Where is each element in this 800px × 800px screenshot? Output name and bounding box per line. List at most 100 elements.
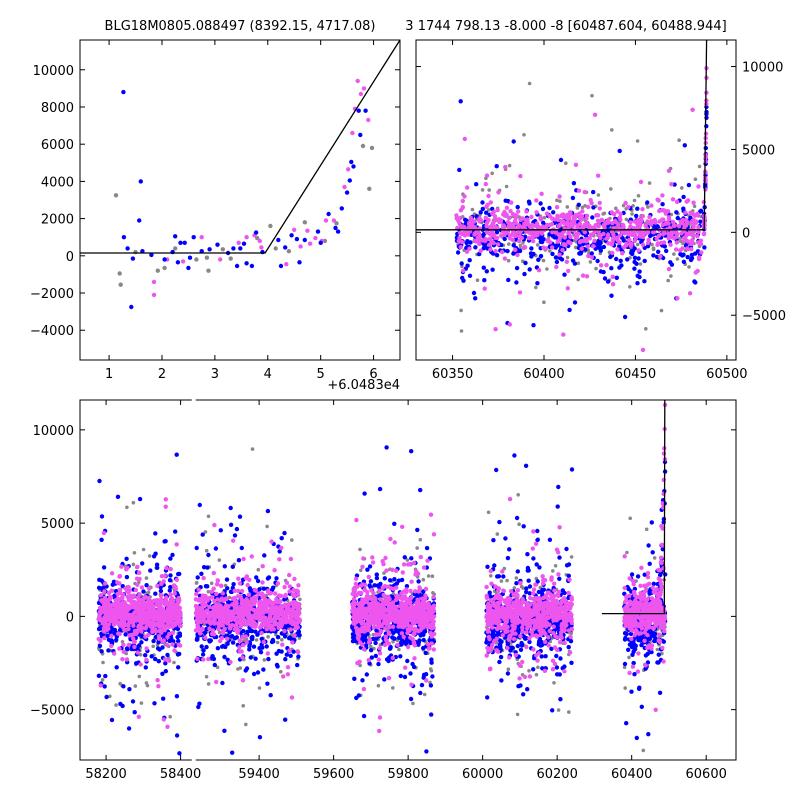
data-point — [586, 204, 591, 210]
data-point — [365, 567, 370, 572]
data-point — [520, 224, 526, 229]
data-point — [637, 269, 642, 274]
data-point — [228, 589, 234, 594]
data-point — [164, 595, 169, 600]
data-point — [265, 681, 270, 686]
data-point — [534, 210, 539, 215]
data-point — [609, 293, 614, 298]
data-point — [108, 608, 113, 613]
data-point — [492, 214, 498, 219]
data-point — [468, 240, 473, 245]
data-point — [409, 556, 414, 561]
data-point — [201, 648, 206, 653]
data-point — [254, 575, 259, 580]
data-point — [644, 327, 648, 331]
data-point — [331, 218, 337, 223]
data-point — [430, 574, 435, 578]
x-tick-label: 60500 — [706, 367, 747, 382]
data-point — [252, 612, 258, 618]
data-point — [115, 596, 121, 601]
data-point — [163, 504, 168, 509]
data-point — [206, 682, 211, 686]
data-point — [138, 662, 143, 667]
data-point — [244, 722, 248, 727]
data-point — [96, 636, 101, 642]
data-point — [483, 238, 488, 244]
data-point — [120, 625, 126, 630]
data-point — [554, 259, 560, 265]
data-point — [221, 643, 226, 649]
data-point — [173, 606, 178, 611]
data-point — [217, 630, 222, 635]
data-point — [548, 240, 553, 245]
data-point — [631, 230, 637, 236]
data-point — [617, 215, 623, 220]
data-point — [104, 598, 110, 603]
data-point — [228, 505, 233, 511]
data-point — [356, 108, 361, 113]
data-point — [535, 243, 540, 247]
data-point — [480, 200, 485, 205]
data-point — [645, 200, 650, 205]
data-point — [159, 574, 165, 579]
data-point — [156, 640, 161, 645]
data-point — [244, 640, 249, 645]
data-point — [503, 164, 508, 170]
data-point — [224, 577, 230, 582]
data-point — [273, 246, 278, 251]
data-point — [685, 254, 690, 260]
data-point — [596, 173, 601, 178]
data-point — [274, 576, 279, 581]
data-point — [392, 577, 397, 582]
data-point — [230, 610, 235, 615]
data-point — [194, 545, 199, 551]
data-point — [203, 602, 208, 608]
data-point — [120, 657, 125, 662]
data-point — [568, 240, 573, 246]
data-point — [495, 207, 500, 213]
data-point — [240, 655, 245, 660]
data-point — [307, 241, 313, 246]
data-point — [461, 278, 466, 283]
data-point — [215, 621, 220, 626]
data-point — [245, 582, 250, 588]
data-point — [689, 247, 694, 252]
data-point — [701, 232, 707, 237]
data-point — [695, 249, 701, 254]
data-point — [292, 619, 297, 625]
data-point — [609, 242, 615, 247]
data-point — [471, 290, 477, 296]
data-point — [458, 208, 464, 213]
data-point — [130, 699, 136, 704]
data-point — [678, 248, 683, 253]
data-point — [106, 622, 111, 627]
data-point — [165, 634, 170, 640]
data-point — [491, 232, 496, 237]
data-point — [655, 197, 660, 202]
data-point — [561, 212, 566, 217]
data-point — [508, 209, 513, 214]
data-point — [661, 217, 666, 222]
data-point — [571, 181, 577, 186]
data-point — [186, 265, 191, 271]
data-point — [390, 635, 395, 640]
data-point — [608, 254, 613, 260]
data-point — [174, 609, 179, 615]
x-tick-label: 6 — [369, 367, 377, 382]
data-point — [660, 193, 665, 198]
data-point — [411, 701, 415, 706]
data-point — [666, 278, 670, 283]
data-point — [408, 696, 414, 702]
data-point — [108, 604, 113, 610]
data-point — [280, 637, 284, 642]
data-point — [174, 452, 179, 457]
data-point — [646, 205, 650, 209]
data-point — [656, 249, 661, 254]
data-point — [703, 187, 708, 192]
data-point — [404, 639, 410, 644]
data-point — [651, 230, 656, 235]
data-point — [580, 205, 585, 210]
data-point — [137, 674, 142, 679]
data-point — [617, 148, 622, 154]
data-point — [538, 217, 544, 222]
